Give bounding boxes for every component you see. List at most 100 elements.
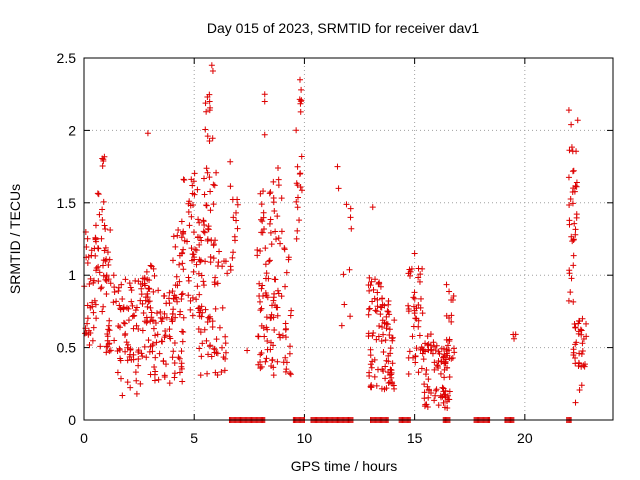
data-point [103, 273, 110, 280]
data-point [266, 220, 273, 227]
data-point [209, 318, 216, 325]
data-point [579, 340, 586, 347]
data-point [204, 225, 211, 232]
data-point [211, 345, 218, 352]
data-point [366, 305, 373, 312]
data-point [294, 163, 301, 170]
data-point [186, 222, 193, 229]
data-point [102, 276, 109, 283]
data-point [423, 401, 430, 408]
data-point [175, 227, 182, 234]
data-point [369, 358, 376, 365]
data-point [200, 228, 207, 235]
data-point [376, 322, 383, 329]
data-point [147, 262, 154, 269]
data-point [106, 256, 113, 263]
data-point [178, 360, 185, 367]
data-point [261, 98, 268, 105]
data-point [338, 322, 345, 329]
data-point [411, 250, 418, 257]
data-point [384, 308, 391, 315]
x-tick-label: 5 [190, 430, 198, 446]
data-point [119, 392, 126, 399]
data-point [275, 176, 282, 183]
data-point [432, 392, 439, 399]
data-point [258, 322, 265, 329]
data-point [174, 282, 181, 289]
data-points [81, 62, 590, 423]
data-point [282, 283, 289, 290]
data-point [117, 355, 124, 362]
data-point [369, 298, 376, 305]
data-point [278, 228, 285, 235]
data-point [206, 174, 213, 181]
data-point [367, 352, 374, 359]
data-point [373, 308, 380, 315]
data-point [160, 358, 167, 365]
data-point [110, 272, 117, 279]
data-point [277, 240, 284, 247]
data-point [271, 207, 278, 214]
data-point [172, 314, 179, 321]
data-point [174, 232, 181, 239]
data-point [230, 214, 237, 221]
data-point [566, 202, 573, 209]
data-point [570, 298, 577, 305]
data-point [84, 260, 91, 267]
data-point [171, 360, 178, 367]
data-point [415, 317, 422, 324]
data-point [411, 289, 418, 296]
data-point [448, 355, 455, 362]
data-point [130, 351, 137, 358]
data-point [419, 265, 426, 272]
data-point [384, 321, 391, 328]
data-point [434, 362, 441, 369]
data-point [149, 348, 156, 355]
data-point [116, 302, 123, 309]
data-point [161, 334, 168, 341]
data-point [431, 397, 438, 404]
data-point [369, 332, 376, 339]
data-point [185, 208, 192, 215]
data-point [425, 376, 432, 383]
data-point [369, 204, 376, 211]
data-point [347, 205, 354, 212]
data-point [405, 302, 412, 309]
data-point [208, 237, 215, 244]
data-point [222, 258, 229, 265]
data-point [365, 311, 372, 318]
data-point [208, 353, 215, 360]
x-axis-label: GPS time / hours [291, 458, 398, 474]
data-point [191, 170, 198, 177]
data-point [422, 340, 429, 347]
data-point [169, 257, 176, 264]
data-point [388, 367, 395, 374]
data-point [206, 98, 213, 105]
data-point [372, 276, 379, 283]
data-point [208, 62, 215, 69]
data-point [572, 183, 579, 190]
data-point [116, 345, 123, 352]
data-point [206, 315, 213, 322]
data-point [129, 313, 136, 320]
data-point [139, 300, 146, 307]
data-point [191, 256, 198, 263]
data-point [415, 301, 422, 308]
data-point [442, 356, 449, 363]
data-point [166, 326, 173, 333]
data-point [256, 280, 263, 287]
data-point [445, 396, 452, 403]
data-point [103, 349, 110, 356]
data-point [111, 289, 118, 296]
data-point [205, 351, 212, 358]
data-point [190, 229, 197, 236]
data-point [567, 289, 574, 296]
data-point [282, 334, 289, 341]
data-point [437, 370, 444, 377]
data-point [123, 339, 130, 346]
data-point [373, 382, 380, 389]
data-point [202, 100, 209, 107]
data-point [130, 325, 137, 332]
data-point [375, 280, 382, 287]
